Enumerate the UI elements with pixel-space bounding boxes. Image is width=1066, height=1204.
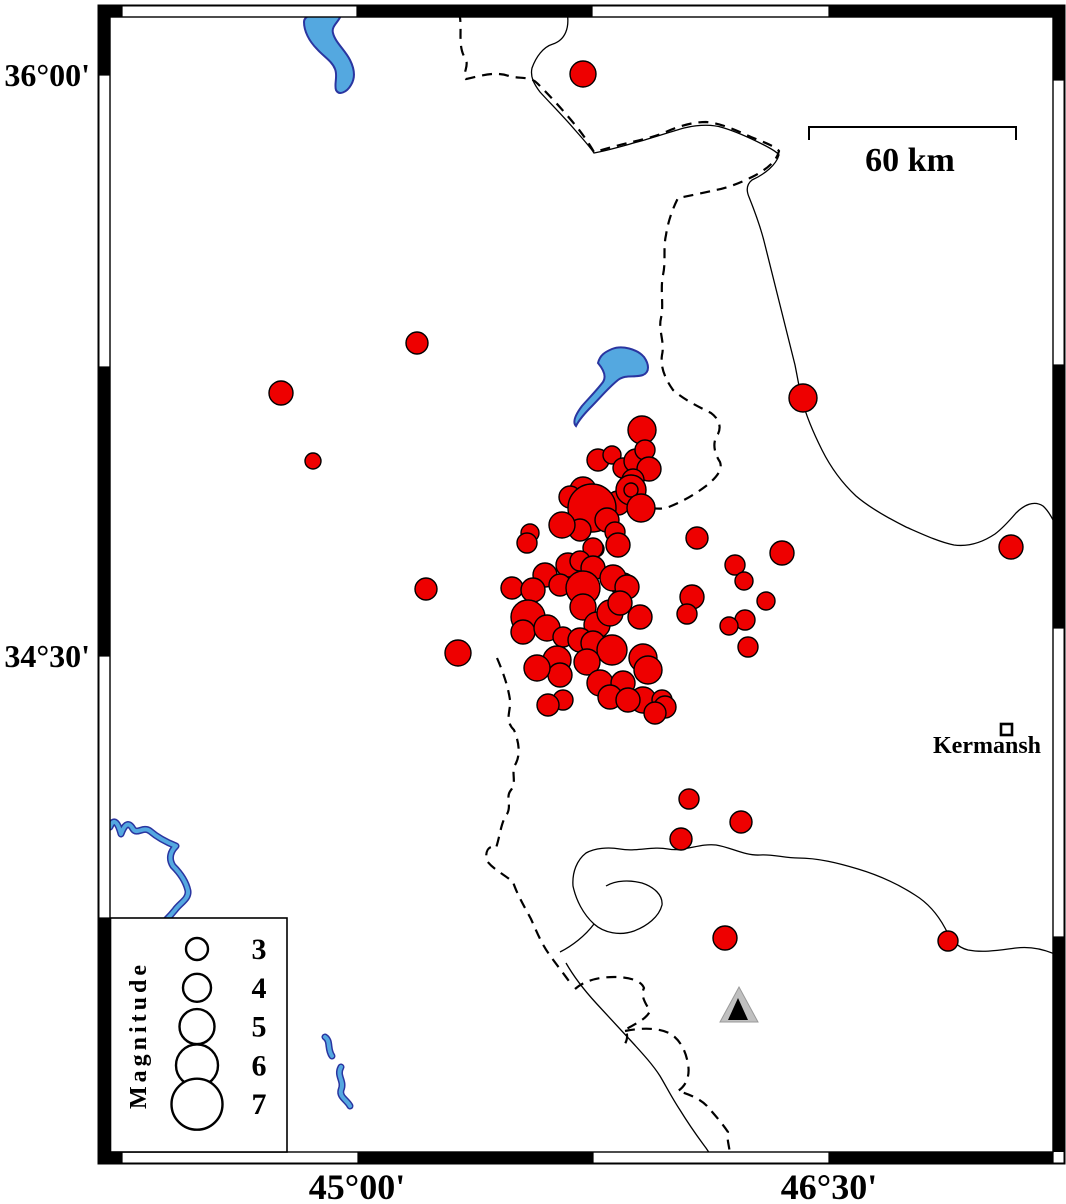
earthquake-marker xyxy=(569,593,597,621)
earthquake-marker xyxy=(788,383,818,413)
lat-label-34-30: 34°30' xyxy=(4,638,90,674)
legend-magnitude-circle xyxy=(170,1077,224,1131)
earthquake-marker xyxy=(548,511,576,539)
earthquake-marker xyxy=(615,687,641,713)
earthquake-marker xyxy=(734,571,754,591)
boundary-line-branch xyxy=(559,923,595,953)
earthquake-marker xyxy=(602,445,622,465)
border-dashed-west xyxy=(485,657,572,985)
border-dashed-pocket-1 xyxy=(574,975,652,1050)
map-content: Kermansh xyxy=(110,17,1053,1152)
lake-top-left xyxy=(302,17,355,94)
earthquake-marker xyxy=(998,534,1024,560)
border-dashed-north xyxy=(458,17,781,513)
earthquake-marker xyxy=(304,452,322,470)
legend-magnitude-circle xyxy=(178,1007,216,1046)
legend-magnitude-circle xyxy=(181,972,213,1003)
earthquake-marker xyxy=(737,636,759,658)
earthquake-marker xyxy=(937,930,959,952)
earthquake-marker xyxy=(712,925,738,951)
earthquake-marker xyxy=(547,662,573,688)
earthquake-marker xyxy=(685,526,709,550)
scale-bar-bracket xyxy=(808,126,1017,140)
earthquake-marker xyxy=(414,577,438,601)
legend-entries: 3 4 5 6 7 xyxy=(170,933,267,1131)
city-label: Kermansh xyxy=(933,733,1041,759)
legend-magnitude-label: 3 xyxy=(252,933,267,966)
legend-magnitude-label: 6 xyxy=(252,1049,267,1082)
earthquake-marker xyxy=(520,577,546,603)
lat-label-36: 36°00' xyxy=(4,57,90,93)
scale-bar: 60 km xyxy=(808,126,1017,179)
earthquake-marker xyxy=(719,616,739,636)
boundary-line-north xyxy=(530,17,1053,547)
earthquake-marker xyxy=(769,540,795,566)
frame-ticks xyxy=(98,5,1065,1164)
magnitude-legend: Magnitude 3 4 5 6 7 xyxy=(109,917,288,1153)
earthquake-marker xyxy=(500,576,524,600)
map-frame xyxy=(97,4,1066,1165)
legend-title: Magnitude xyxy=(126,961,152,1109)
border-dashed-pocket-2 xyxy=(624,1027,731,1152)
boundary-line-diagonal xyxy=(565,962,710,1152)
scale-bar-label: 60 km xyxy=(865,142,955,179)
earthquake-marker xyxy=(633,655,663,685)
legend-magnitude-label: 4 xyxy=(252,972,267,1005)
legend-magnitude-circle xyxy=(184,936,210,962)
earthquake-marker xyxy=(756,591,776,611)
city-kermanshah: Kermansh xyxy=(933,722,1041,759)
seismic-station-triangle xyxy=(719,985,759,1023)
lon-label-46-30: 46°30' xyxy=(781,1167,877,1204)
lake-center xyxy=(573,346,649,428)
legend-magnitude-label: 5 xyxy=(252,1011,267,1044)
dashed-border-layer xyxy=(458,17,781,1152)
earthquake-marker xyxy=(669,827,693,851)
earthquake-marker xyxy=(569,60,597,88)
station-triangle-inner xyxy=(728,998,748,1020)
earthquake-marker xyxy=(643,701,667,725)
earthquake-marker xyxy=(678,788,700,810)
earthquake-marker xyxy=(626,493,656,523)
boundary-line-southeast xyxy=(572,844,1053,955)
earthquake-layer xyxy=(268,60,1024,952)
city-square-marker xyxy=(999,722,1014,737)
frame-checker-segments xyxy=(98,5,1065,1164)
earthquake-marker xyxy=(573,648,601,676)
earthquake-marker xyxy=(627,604,653,630)
earthquake-marker xyxy=(444,639,472,667)
earthquake-marker xyxy=(516,532,538,554)
legend-magnitude-label: 7 xyxy=(252,1088,267,1121)
earthquake-marker xyxy=(724,554,746,576)
water-layer xyxy=(110,17,649,1110)
earthquake-marker xyxy=(596,634,628,666)
river-west xyxy=(110,818,192,924)
earthquake-marker xyxy=(536,693,560,717)
earthquake-marker xyxy=(729,810,753,834)
axis-annotations: 36°00' 34°30' 45°00' 46°30' xyxy=(4,57,877,1204)
earthquake-marker xyxy=(405,331,429,355)
stream-bottom-left xyxy=(321,1033,354,1110)
earthquake-marker xyxy=(510,619,536,645)
earthquake-marker xyxy=(676,603,698,625)
earthquake-marker xyxy=(523,654,551,682)
earthquake-marker xyxy=(605,532,631,558)
earthquake-marker xyxy=(623,482,639,498)
earthquake-marker xyxy=(268,380,294,406)
earthquake-marker xyxy=(607,590,633,616)
lon-label-45: 45°00' xyxy=(309,1167,405,1204)
